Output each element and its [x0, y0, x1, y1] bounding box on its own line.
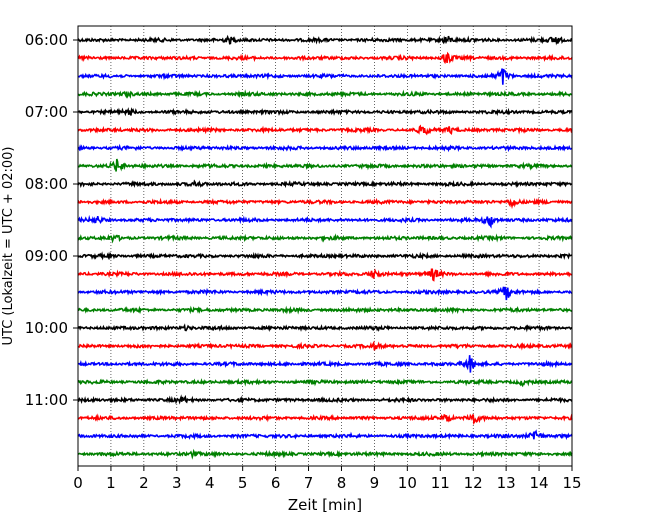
trace-0830	[77, 214, 573, 229]
trace-0630	[77, 68, 573, 85]
y-tick-label: 07:00	[25, 103, 68, 121]
trace-0915	[77, 268, 573, 282]
y-tick-label: 08:00	[25, 175, 68, 193]
y-tick-label: 10:00	[25, 319, 68, 337]
trace-0815	[77, 197, 573, 210]
trace-0730	[77, 143, 573, 153]
trace-1030	[77, 355, 573, 373]
y-tick-label: 11:00	[25, 391, 68, 409]
trace-0715	[77, 124, 573, 136]
x-tick-label: 0	[73, 474, 83, 492]
x-tick-label: 12	[464, 474, 483, 492]
x-tick-label: 14	[530, 474, 549, 492]
x-tick-label: 7	[304, 474, 314, 492]
trace-0600	[77, 34, 573, 46]
trace-0615	[77, 51, 573, 65]
trace-0945	[77, 305, 573, 315]
x-tick-label: 5	[238, 474, 248, 492]
trace-1045	[77, 377, 573, 388]
x-tick-label: 9	[370, 474, 380, 492]
x-tick-label: 13	[497, 474, 516, 492]
trace-1015	[77, 340, 573, 351]
trace-1115	[77, 413, 573, 426]
trace-0800	[77, 179, 573, 189]
trace-1000	[77, 323, 573, 333]
x-tick-label: 10	[398, 474, 417, 492]
trace-0645	[77, 89, 573, 99]
x-tick-label: 8	[337, 474, 347, 492]
x-tick-label: 15	[562, 474, 581, 492]
trace-0745	[77, 158, 573, 172]
trace-0700	[77, 107, 573, 117]
trace-0930	[77, 286, 573, 301]
trace-1100	[77, 394, 573, 405]
x-axis-label: Zeit [min]	[288, 496, 362, 514]
trace-0845	[77, 233, 573, 244]
x-tick-label: 1	[106, 474, 116, 492]
y-axis-ticks: 06:00 07:00 08:00 09:00 10:00 11:00	[25, 31, 78, 409]
y-axis-label: UTC (Lokalzeit = UTC + 02:00)	[1, 147, 16, 346]
trace-1145	[77, 448, 573, 460]
trace-0900	[77, 251, 573, 261]
grid-lines	[110, 26, 540, 466]
y-tick-label: 06:00	[25, 31, 68, 49]
x-tick-label: 3	[172, 474, 182, 492]
x-tick-label: 2	[139, 474, 149, 492]
x-axis-ticks: 0 1 2 3 4 5 6 7 8 9 10 11 12 13 14 15	[73, 466, 582, 492]
x-tick-label: 11	[431, 474, 450, 492]
plot-frame	[77, 25, 573, 467]
x-tick-label: 4	[205, 474, 215, 492]
x-tick-label: 6	[271, 474, 281, 492]
trace-1130	[77, 429, 573, 441]
seismic-traces	[77, 34, 573, 460]
y-tick-label: 09:00	[25, 247, 68, 265]
